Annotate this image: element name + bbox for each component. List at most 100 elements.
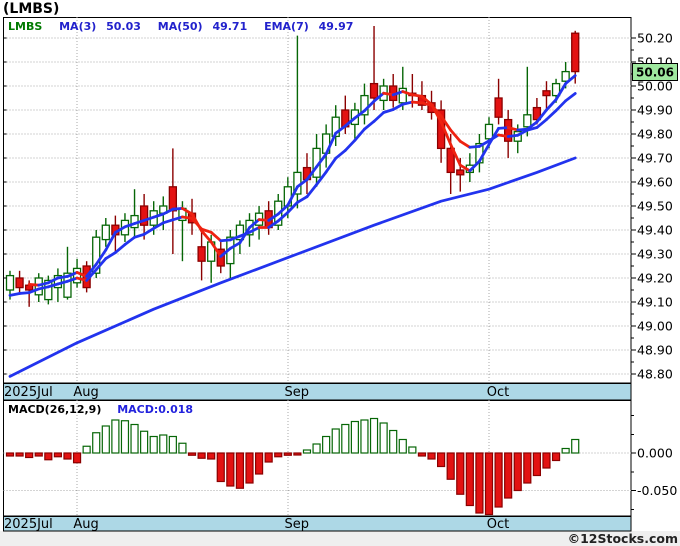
ma3-segment bbox=[315, 152, 328, 169]
macd-bar bbox=[504, 452, 513, 499]
month-label: Sep bbox=[285, 385, 310, 400]
candle-body bbox=[168, 186, 178, 212]
macd-bar bbox=[254, 452, 264, 475]
macd-bar bbox=[178, 442, 187, 454]
ema7-segment bbox=[478, 139, 491, 148]
macd-bar bbox=[226, 452, 235, 487]
macd-bar bbox=[293, 452, 302, 456]
macd-bar bbox=[25, 452, 34, 459]
macd-bar bbox=[34, 452, 43, 457]
macd-bar bbox=[417, 452, 427, 457]
macd-bar bbox=[513, 452, 522, 492]
ma3-segment bbox=[458, 163, 472, 173]
macd-bar bbox=[551, 452, 561, 462]
ma3-segment bbox=[37, 281, 50, 287]
ma3-segment bbox=[401, 90, 414, 97]
candle-body bbox=[542, 90, 551, 97]
macd-bar bbox=[312, 443, 321, 454]
candle-body bbox=[15, 277, 24, 289]
ma3-segment bbox=[305, 165, 318, 182]
y-axis-label: 48.90 bbox=[637, 342, 673, 357]
ema7-segment bbox=[18, 291, 31, 295]
ma3-segment bbox=[372, 91, 386, 103]
ma3-segment bbox=[238, 226, 251, 245]
macd-bar bbox=[331, 428, 340, 454]
macd-bar bbox=[542, 452, 551, 469]
legend-symbol: LMBS bbox=[8, 20, 42, 33]
candle-body bbox=[72, 267, 82, 284]
month-label: Sep bbox=[285, 517, 310, 532]
legend-ma50-value: 49.71 bbox=[212, 20, 247, 33]
ma3-segment bbox=[295, 178, 309, 189]
candle-body bbox=[139, 205, 149, 226]
macd-legend: MACD(26,12,9) MACD:0.018 bbox=[8, 403, 193, 416]
ema7-line bbox=[8, 92, 577, 297]
macd-histogram bbox=[5, 417, 580, 516]
ema7-segment bbox=[363, 119, 376, 131]
ema7-segment bbox=[516, 128, 529, 137]
y-axis-label: 49.10 bbox=[637, 294, 673, 309]
axis-labels: 50.2050.1050.0049.9049.8049.7049.6049.50… bbox=[3, 30, 677, 510]
month-label: 2025Jul bbox=[4, 385, 53, 400]
price-gridlines bbox=[3, 17, 631, 383]
ma3-segment bbox=[324, 131, 338, 156]
ma3-segment bbox=[353, 109, 366, 120]
ema7-segment bbox=[133, 232, 146, 239]
ma3-segment bbox=[554, 82, 568, 101]
y-axis-label: 50.00 bbox=[637, 78, 673, 93]
month-labels: 2025Jul 2025Jul Aug Aug Sep Sep Oct Oct bbox=[4, 385, 509, 532]
ma3-segment bbox=[171, 206, 184, 211]
ma3-segment bbox=[190, 212, 204, 233]
macd-bar bbox=[274, 452, 283, 458]
candle-body bbox=[197, 246, 206, 262]
candle-body bbox=[101, 224, 110, 241]
ma3-segment bbox=[468, 159, 481, 173]
ma50-polyline bbox=[8, 156, 577, 378]
ema7-segment bbox=[85, 268, 98, 282]
price-panel bbox=[3, 17, 632, 384]
legend-ema7-label: EMA(7) bbox=[264, 20, 309, 33]
macd-bar bbox=[101, 425, 110, 454]
macd-bar bbox=[216, 452, 225, 483]
ema7-segment bbox=[181, 215, 194, 220]
ema7-segment bbox=[372, 111, 386, 123]
macd-bar bbox=[168, 435, 177, 454]
macd-axis-label: 0.000 bbox=[637, 445, 673, 460]
ma3-line bbox=[27, 74, 577, 287]
macd-bar bbox=[235, 452, 245, 489]
macd-legend-label: MACD(26,12,9) bbox=[8, 403, 101, 416]
macd-axis-label: -0.050 bbox=[637, 483, 677, 498]
ma3-segment bbox=[142, 215, 156, 222]
macd-bar bbox=[44, 452, 53, 461]
macd-bar bbox=[379, 422, 388, 454]
ma3-segment bbox=[219, 246, 232, 258]
candle-body bbox=[92, 236, 101, 274]
ema7-segment bbox=[535, 118, 548, 129]
macd-bar bbox=[446, 452, 455, 480]
candle-body bbox=[456, 169, 465, 176]
ma3-segment bbox=[545, 98, 558, 112]
macd-bar bbox=[389, 429, 398, 454]
ema7-segment bbox=[200, 227, 213, 234]
macd-bar bbox=[207, 452, 216, 460]
ma3-segment bbox=[420, 95, 433, 106]
ma3-segment bbox=[257, 218, 271, 222]
macd-bar bbox=[523, 452, 532, 484]
ma3-segment bbox=[123, 222, 136, 229]
y-axis-label: 49.80 bbox=[637, 126, 673, 141]
ema7-segment bbox=[46, 282, 60, 289]
macd-bar bbox=[571, 438, 580, 454]
ma3-segment bbox=[113, 225, 127, 234]
ma3-segment bbox=[497, 126, 510, 130]
y-axis-label: 48.80 bbox=[637, 366, 673, 381]
ma3-segment bbox=[410, 93, 424, 98]
ma3-segment bbox=[181, 206, 194, 216]
macd-bar bbox=[427, 452, 436, 460]
ma3-segment bbox=[535, 108, 548, 124]
ma3-segment bbox=[430, 103, 443, 124]
legend-ma3-label: MA(3) bbox=[59, 20, 96, 33]
candle-body bbox=[360, 94, 369, 116]
last-price-tag-text: 50.06 bbox=[636, 66, 674, 80]
ema7-segment bbox=[305, 183, 318, 199]
